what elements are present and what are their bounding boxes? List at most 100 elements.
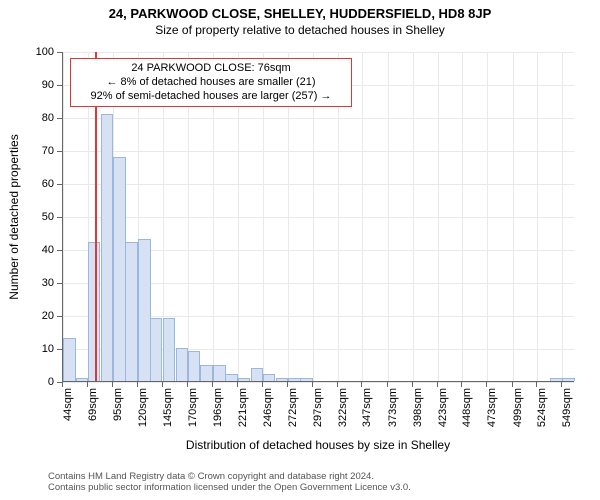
histogram-bar (276, 378, 289, 381)
grid-line-v (63, 52, 64, 381)
xtick-mark (412, 382, 413, 387)
xtick-label: 95sqm (112, 388, 124, 421)
grid-line-h (63, 118, 574, 119)
grid-line-v (562, 52, 563, 381)
grid-line-h (63, 52, 574, 53)
xtick-label: 170sqm (187, 388, 199, 427)
histogram-bar (163, 318, 176, 381)
histogram-bar (288, 378, 301, 381)
xtick-label: 549sqm (561, 388, 573, 427)
ytick-label: 20 (0, 310, 54, 322)
grid-line-v (438, 52, 439, 381)
xtick-label: 120sqm (137, 388, 149, 427)
histogram-bar (63, 338, 76, 381)
histogram-bar (150, 318, 163, 381)
ytick-mark (57, 283, 62, 284)
xtick-mark (162, 382, 163, 387)
ytick-label: 90 (0, 79, 54, 91)
grid-line-v (413, 52, 414, 381)
xtick-mark (337, 382, 338, 387)
histogram-bar (238, 378, 251, 381)
grid-line-h (63, 382, 574, 383)
xtick-mark (237, 382, 238, 387)
xtick-mark (486, 382, 487, 387)
histogram-bar (562, 378, 575, 381)
xtick-label: 473sqm (486, 388, 498, 427)
footer-attribution: Contains HM Land Registry data © Crown c… (48, 472, 411, 494)
xtick-mark (536, 382, 537, 387)
xtick-mark (461, 382, 462, 387)
xtick-label: 423sqm (437, 388, 449, 427)
xtick-mark (437, 382, 438, 387)
xtick-mark (512, 382, 513, 387)
xtick-label: 448sqm (461, 388, 473, 427)
ytick-label: 80 (0, 112, 54, 124)
xtick-label: 221sqm (237, 388, 249, 427)
histogram-bar (550, 378, 563, 381)
histogram-chart: 010203040506070809010044sqm69sqm95sqm120… (0, 0, 600, 480)
ytick-mark (57, 217, 62, 218)
histogram-bar (300, 378, 313, 381)
y-axis-label: Number of detached properties (7, 134, 21, 299)
histogram-bar (200, 365, 213, 382)
xtick-label: 524sqm (536, 388, 548, 427)
histogram-bar (101, 114, 114, 381)
annotation-box: 24 PARKWOOD CLOSE: 76sqm← 8% of detached… (70, 58, 352, 107)
grid-line-h (63, 184, 574, 185)
ytick-label: 10 (0, 343, 54, 355)
histogram-bar (188, 351, 201, 381)
histogram-bar (138, 239, 151, 381)
annotation-line: ← 8% of detached houses are smaller (21) (77, 76, 345, 90)
histogram-bar (113, 157, 126, 381)
xtick-label: 44sqm (62, 388, 74, 421)
grid-line-v (388, 52, 389, 381)
ytick-mark (57, 250, 62, 251)
histogram-bar (225, 374, 238, 381)
ytick-mark (57, 316, 62, 317)
ytick-mark (57, 151, 62, 152)
ytick-mark (57, 118, 62, 119)
xtick-mark (361, 382, 362, 387)
xtick-mark (387, 382, 388, 387)
footer-line: Contains public sector information licen… (48, 483, 411, 494)
xtick-label: 373sqm (387, 388, 399, 427)
xtick-label: 297sqm (312, 388, 324, 427)
xtick-label: 196sqm (212, 388, 224, 427)
xtick-mark (62, 382, 63, 387)
xtick-label: 322sqm (337, 388, 349, 427)
ytick-mark (57, 184, 62, 185)
x-axis-label: Distribution of detached houses by size … (62, 438, 574, 452)
histogram-bar (213, 365, 226, 382)
ytick-label: 0 (0, 376, 54, 388)
xtick-label: 69sqm (87, 388, 99, 421)
xtick-mark (561, 382, 562, 387)
annotation-line: 24 PARKWOOD CLOSE: 76sqm (77, 62, 345, 76)
xtick-mark (212, 382, 213, 387)
ytick-mark (57, 52, 62, 53)
grid-line-v (487, 52, 488, 381)
grid-line-h (63, 151, 574, 152)
grid-line-v (362, 52, 363, 381)
xtick-mark (137, 382, 138, 387)
grid-line-h (63, 217, 574, 218)
ytick-mark (57, 349, 62, 350)
grid-line-v (537, 52, 538, 381)
histogram-bar (76, 378, 89, 381)
xtick-label: 499sqm (512, 388, 524, 427)
xtick-label: 272sqm (287, 388, 299, 427)
xtick-mark (87, 382, 88, 387)
histogram-bar (176, 348, 189, 381)
xtick-mark (312, 382, 313, 387)
ytick-label: 100 (0, 46, 54, 58)
xtick-mark (262, 382, 263, 387)
xtick-mark (287, 382, 288, 387)
xtick-mark (187, 382, 188, 387)
grid-line-v (513, 52, 514, 381)
grid-line-v (462, 52, 463, 381)
xtick-label: 246sqm (262, 388, 274, 427)
xtick-label: 347sqm (361, 388, 373, 427)
histogram-bar (263, 374, 276, 381)
annotation-line: 92% of semi-detached houses are larger (… (77, 90, 345, 104)
histogram-bar (125, 242, 138, 381)
xtick-mark (112, 382, 113, 387)
